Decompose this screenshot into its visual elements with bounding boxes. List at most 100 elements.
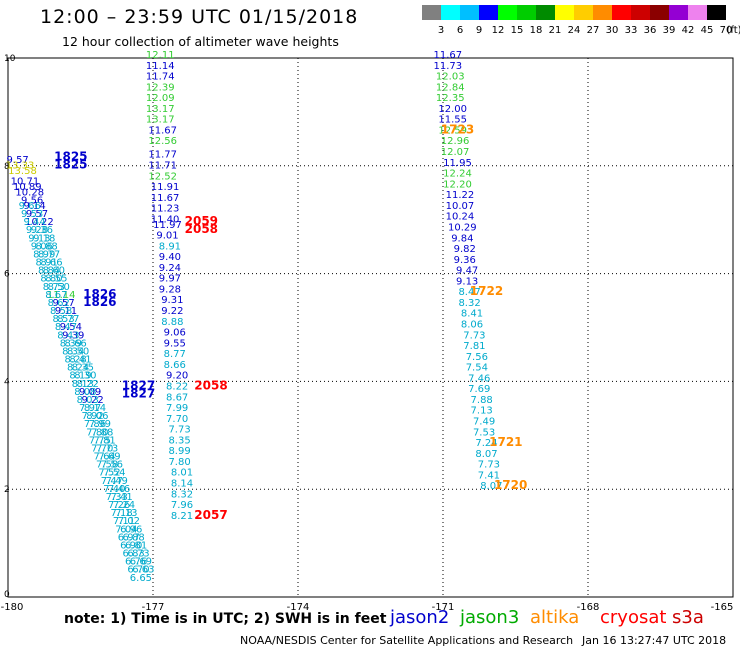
data-point-label: 7.46 (468, 373, 490, 384)
y-tick-label: 0 (4, 590, 10, 600)
color-scale-swatch (460, 5, 479, 20)
data-point-label: 7.02 (118, 516, 140, 527)
data-point-label: 9.36 (454, 255, 476, 266)
data-point-label: 9.97 (159, 274, 181, 285)
data-point-label: 8.22 (77, 379, 99, 390)
data-point-label: 12.35 (436, 93, 465, 104)
data-point-label: 10.89 (13, 182, 42, 193)
data-point-label: 7.97 (79, 403, 101, 414)
data-point-label: 8.50 (48, 282, 70, 293)
data-point-label: 8.35 (72, 363, 94, 374)
color-scale-label: 15 (510, 25, 524, 36)
color-scale-swatch (593, 5, 612, 20)
pass-time-label: 1825 (54, 157, 87, 171)
data-point-label: 9.82 (454, 244, 476, 255)
data-point-label: 8.39 (60, 338, 82, 349)
data-point-label: 7.56 (101, 460, 123, 471)
data-point-label: 7.24 (113, 500, 135, 511)
legend-item: s3a (672, 607, 704, 628)
data-point-label: 8.24 (67, 363, 89, 374)
data-point-label: 7.26 (108, 500, 130, 511)
y-tick-label: 4 (4, 377, 10, 387)
data-point-label: 10.07 (446, 201, 475, 212)
data-point-label: 9.01 (156, 231, 178, 242)
data-point-label: 7.96 (171, 500, 193, 511)
data-point-label: 7.88 (91, 427, 113, 438)
data-point-label: 7.73 (168, 425, 190, 436)
data-point-label: 9.53 (21, 209, 43, 220)
color-scale-swatch (479, 5, 498, 20)
data-point-label: 7.70 (166, 414, 188, 425)
data-point-label: 8.19 (69, 371, 91, 382)
data-point-label: 9.14 (23, 201, 45, 212)
y-tick-label: 6 (4, 270, 10, 280)
data-point-label: 6.90 (120, 540, 142, 551)
data-point-label: 8.91 (159, 241, 181, 252)
data-point-label: 8.77 (57, 314, 79, 325)
data-point-label: 8.06 (86, 411, 108, 422)
data-point-label: 7.81 (463, 341, 485, 352)
data-point-label: 9.66 (19, 201, 41, 212)
data-point-label: 9.18 (33, 233, 55, 244)
data-point-label: 8.07 (480, 481, 502, 492)
data-point-label: 6.69 (130, 557, 152, 568)
data-point-label: 8.58 (50, 306, 72, 317)
data-point-label: 6.88 (123, 532, 145, 543)
chart-title: 12:00 – 23:59 UTC 01/15/2018 (40, 6, 359, 28)
data-point-label: 12.52 (148, 171, 177, 182)
data-point-label: 8.41 (461, 309, 483, 320)
legend-item: altika (530, 607, 580, 628)
data-point-label: 12.84 (436, 82, 465, 93)
data-point-label: 11.23 (151, 204, 180, 215)
data-point-label: 7.73 (463, 330, 485, 341)
data-point-label: 9.22 (81, 395, 103, 406)
data-point-label: 8.62 (48, 298, 70, 309)
chart-subtitle: 12 hour collection of altimeter wave hei… (62, 34, 339, 49)
data-point-label: 8.03 (77, 395, 99, 406)
data-point-label: 8.35 (168, 435, 190, 446)
color-scale-swatch (688, 5, 707, 20)
data-point-label: 8.34 (62, 346, 84, 357)
data-point-label: 9.20 (166, 371, 188, 382)
color-scale-swatch (422, 5, 441, 20)
data-point-label: 8.84 (38, 266, 60, 277)
data-point-label: 11.67 (434, 50, 463, 61)
data-point-label: 6.70 (127, 565, 149, 576)
data-point-label: 7.46 (108, 484, 130, 495)
data-point-label: 8.99 (33, 249, 55, 260)
pass-time-label: 1722 (470, 284, 503, 298)
data-point-label: 13.17 (146, 104, 175, 115)
data-point-label: 7.53 (473, 427, 495, 438)
data-point-label: 7.73 (96, 443, 118, 454)
data-point-label: 8.77 (164, 349, 186, 360)
data-point-label: 7.49 (106, 476, 128, 487)
data-point-label: 11.40 (151, 214, 180, 225)
data-point-label: 11.67 (148, 125, 177, 136)
data-point-label: 12.07 (441, 147, 470, 158)
data-point-label: 9.28 (26, 225, 48, 236)
data-point-label: 9.31 (161, 295, 183, 306)
x-tick-label: -168 (577, 602, 600, 613)
x-tick-label: -180 (1, 602, 24, 613)
data-point-label: 8.67 (166, 392, 188, 403)
color-scale-label: 24 (567, 25, 581, 36)
data-point-label: 8.88 (36, 241, 58, 252)
data-point-label: 6.76 (125, 557, 147, 568)
color-scale-swatch (631, 5, 650, 20)
data-point-label: 8.14 (84, 403, 106, 414)
legend-item: jason2 (390, 607, 450, 628)
data-point-label: 7.80 (86, 427, 108, 438)
y-tick-label: 10 (4, 54, 16, 64)
data-point-label: 7.70 (91, 443, 113, 454)
data-point-label: 9.09 (79, 387, 101, 398)
data-point-label: 8.06 (461, 320, 483, 331)
color-scale-label: 21 (548, 25, 562, 36)
data-point-label: 9.36 (31, 225, 53, 236)
data-point-label: 7.52 (98, 468, 120, 479)
data-point-label: 8.80 (40, 274, 62, 285)
color-scale-swatch (498, 5, 517, 20)
pass-time-label: 2057 (194, 508, 227, 522)
data-point-label: 13.58 (8, 166, 37, 177)
data-point-label: 8.73 (43, 282, 65, 293)
y-tick-label: 8 (4, 162, 10, 172)
